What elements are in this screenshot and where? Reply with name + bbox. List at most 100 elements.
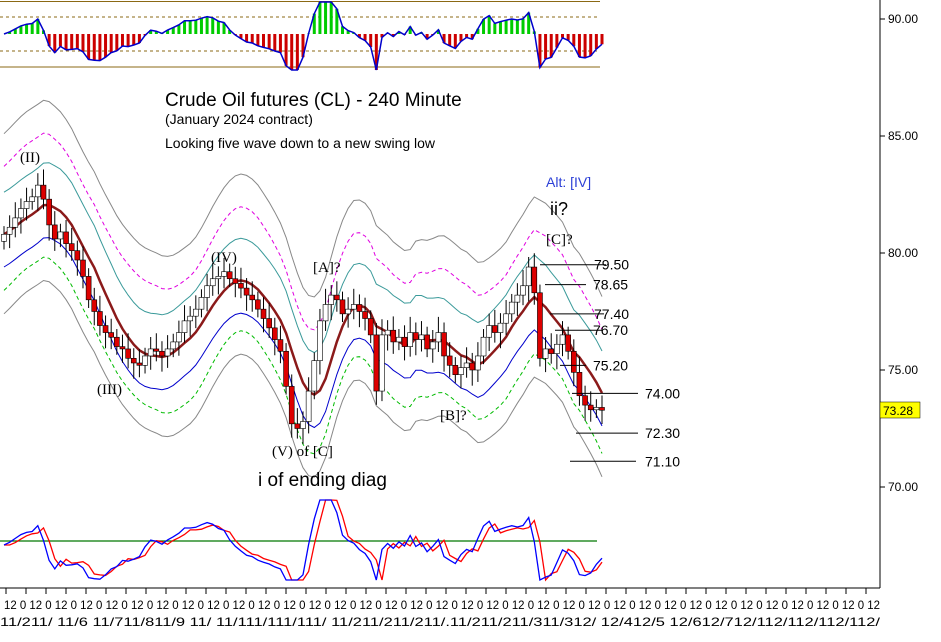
candle-down — [260, 308, 267, 319]
candle-down — [63, 231, 69, 244]
wave-label-B: [B]? — [440, 408, 467, 424]
candle-up — [164, 348, 171, 357]
price-tick-label: 90.00 — [888, 12, 918, 26]
candle-down — [367, 318, 374, 336]
candle-down — [339, 299, 346, 315]
candle-up — [18, 208, 24, 219]
band-upper-1 — [3, 162, 603, 354]
candle-up — [554, 343, 560, 354]
wave-label-III: (III) — [97, 382, 122, 398]
candle-down — [441, 332, 447, 357]
candle-up — [215, 276, 222, 280]
candle-down — [277, 339, 284, 352]
candlesticks — [1, 169, 605, 445]
histogram-panel — [0, 1, 604, 71]
time-axis-row-1: 12 0 12 0 12 0 12 0 12 0 12 0 12 0 12 0 … — [4, 598, 880, 612]
level-label: 71.10 — [645, 453, 680, 469]
candle-up — [503, 313, 509, 324]
candle-up — [486, 325, 492, 338]
candle-down — [283, 350, 289, 387]
candle-down — [452, 365, 459, 375]
candle-up — [328, 294, 335, 305]
band-lower-2 — [3, 256, 603, 455]
candle-up — [396, 336, 402, 343]
candle-down — [97, 311, 103, 326]
candle-up — [29, 196, 36, 202]
candle-down — [334, 294, 340, 301]
candle-up — [198, 297, 205, 310]
candle-up — [520, 285, 526, 296]
price-axis-ticks: 90.00 85.00 80.00 75.00 70.00 — [5, 12, 918, 594]
price-tick-label: 80.00 — [888, 246, 918, 260]
level-label: 75.20 — [593, 357, 628, 373]
candle-down — [91, 299, 98, 312]
price-tick-label: 70.00 — [888, 480, 918, 494]
candle-down — [362, 311, 368, 319]
candle-up — [305, 390, 312, 422]
candle-down — [570, 350, 577, 373]
candle-down — [401, 336, 408, 347]
candle-up — [463, 362, 470, 368]
wave-label-ii: ii? — [550, 199, 568, 219]
candle-down — [108, 332, 114, 338]
candle-down — [85, 276, 92, 301]
band-lower-3 — [3, 279, 603, 478]
wave-label-II: (II) — [20, 150, 40, 166]
moving-average-line — [3, 203, 604, 397]
candle-down — [582, 395, 588, 406]
candle-down — [51, 224, 58, 240]
candle-down — [288, 386, 295, 425]
candle-up — [345, 308, 351, 315]
candle-down — [232, 278, 239, 284]
candle-down — [153, 348, 160, 352]
candle-up — [12, 217, 19, 228]
candle-down — [40, 184, 47, 200]
candle-up — [209, 278, 216, 287]
candle-down — [125, 348, 131, 359]
candle-down — [114, 336, 120, 347]
candle-down — [266, 318, 272, 329]
candle-down — [46, 198, 52, 226]
candle-up — [170, 341, 177, 350]
candle-down — [243, 287, 250, 296]
candle-up — [559, 334, 566, 345]
level-label: 74.00 — [645, 385, 680, 401]
candle-down — [80, 259, 86, 277]
candle-up — [508, 301, 515, 315]
candle-down — [599, 407, 605, 411]
candle-up — [475, 355, 481, 371]
candle-down — [102, 325, 109, 333]
chart-subtitle: (January 2024 contract) — [165, 111, 313, 127]
last-price-tag-bg — [879, 401, 921, 419]
candle-down — [446, 355, 453, 366]
price-tick-label: 75.00 — [888, 363, 918, 377]
candle-down — [576, 372, 583, 397]
candle-down — [565, 334, 571, 352]
time-axis-row-2: 11/211/ 11/6 11/711/811/9 11/ 11/111/111… — [0, 615, 881, 629]
level-label: 72.30 — [645, 425, 680, 441]
candle-up — [542, 348, 549, 359]
candle-up — [480, 336, 487, 357]
candle-up — [350, 304, 357, 310]
wave-label-ending-diag: i of ending diag — [258, 470, 387, 491]
band-upper-3 — [3, 99, 603, 298]
candle-up — [407, 332, 413, 347]
candle-down — [424, 334, 430, 350]
oscillator-fast-line — [3, 499, 603, 581]
candle-down — [271, 327, 278, 340]
candle-down — [136, 362, 143, 366]
candle-down — [390, 329, 397, 343]
candle-up — [147, 348, 154, 357]
candle-down — [548, 348, 555, 354]
candle-down — [130, 357, 137, 364]
candle-down — [255, 299, 261, 310]
candle-up — [322, 304, 329, 322]
price-tick-label: 85.00 — [888, 129, 918, 143]
level-label: 78.65 — [593, 277, 628, 293]
candle-up — [435, 332, 442, 343]
chart-note: Looking five wave down to a new swing lo… — [165, 135, 436, 151]
candle-up — [23, 201, 30, 209]
histogram-outline — [3, 1, 603, 71]
